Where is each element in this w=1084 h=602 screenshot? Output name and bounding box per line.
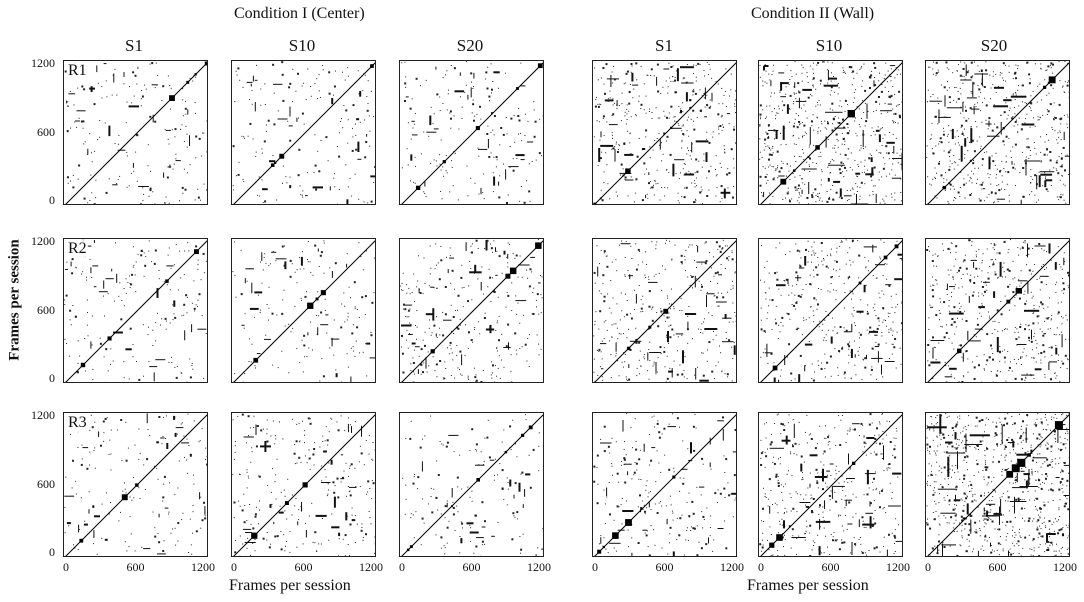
session-label: S20 (456, 36, 484, 55)
y-tick-label: 0 (49, 371, 55, 385)
x-tick-label: 1200 (527, 560, 551, 574)
x-tick-label: 0 (63, 560, 69, 574)
recurrence-plot (759, 61, 902, 204)
recurrence-plot (232, 61, 375, 204)
recurrence-plot (64, 239, 207, 382)
recurrence-plot-panel (758, 412, 903, 557)
x-tick-label: 0 (399, 560, 405, 574)
x-tick-label: 0 (592, 560, 598, 574)
y-axis-label: Frames per session (6, 239, 23, 361)
recurrence-plot (64, 413, 207, 556)
y-tick-label: 600 (37, 302, 55, 317)
session-label: S1 (655, 36, 673, 55)
recurrence-plot (926, 413, 1069, 556)
recurrence-plot (759, 413, 902, 556)
recurrence-plot-panel: R3 (63, 412, 208, 557)
recurrence-plot (232, 413, 375, 556)
x-tick-label: 600 (126, 560, 145, 574)
recurrence-plot-panel: R1 (63, 60, 208, 205)
x-tick-label: 0 (758, 560, 764, 574)
recurrence-plot (593, 413, 736, 556)
y-tick-label: 0 (49, 545, 55, 559)
recurrence-plot (401, 61, 543, 204)
x-tick-label: 600 (294, 560, 313, 574)
recurrence-plot-panel (592, 60, 737, 205)
x-tick-label: 0 (231, 560, 237, 574)
x-tick-label: 600 (821, 560, 840, 574)
session-label: S10 (288, 36, 316, 55)
x-axis-label-left: Frames per session (229, 577, 351, 594)
recurrence-plot-panel: R2 (63, 238, 208, 383)
recurrence-plot-panel (925, 238, 1070, 383)
recurrence-plot-panel (231, 238, 376, 383)
y-tick-label: 600 (37, 124, 55, 139)
row-label: R3 (67, 414, 88, 432)
recurrence-plot-panel (925, 412, 1070, 557)
recurrence-plot (760, 239, 902, 382)
recurrence-plot (593, 239, 736, 382)
row-label: R2 (67, 240, 88, 258)
session-label: S10 (815, 36, 843, 55)
recurrence-plot (401, 414, 543, 556)
recurrence-plot-panel (758, 60, 903, 205)
y-tick-label: 600 (37, 476, 55, 491)
session-label: S20 (980, 36, 1008, 55)
x-tick-label: 1200 (720, 560, 744, 574)
x-axis-label-right: Frames per session (747, 577, 869, 594)
recurrence-plot-panel (399, 412, 544, 557)
recurrence-plot-panel (399, 60, 544, 205)
recurrence-plot-panel (758, 238, 903, 383)
y-tick-label: 1200 (31, 56, 55, 70)
x-tick-label: 1200 (359, 560, 383, 574)
row-label: R1 (67, 62, 88, 80)
recurrence-plot-panel (399, 238, 544, 383)
x-tick-label: 600 (655, 560, 674, 574)
condition-title-1: Condition I (Center) (234, 5, 365, 22)
recurrence-plot (593, 61, 736, 204)
x-tick-label: 600 (988, 560, 1007, 574)
x-tick-label: 1200 (191, 560, 215, 574)
y-tick-label: 0 (49, 193, 55, 207)
x-tick-label: 0 (925, 560, 931, 574)
recurrence-plot (400, 239, 543, 382)
recurrence-plot-panel (592, 412, 737, 557)
recurrence-plot (64, 61, 207, 204)
recurrence-plot-panel (231, 412, 376, 557)
x-tick-label: 600 (462, 560, 481, 574)
recurrence-plot (926, 239, 1069, 382)
recurrence-plot-panel (231, 60, 376, 205)
x-tick-label: 1200 (886, 560, 910, 574)
condition-title-2: Condition II (Wall) (751, 5, 875, 22)
recurrence-plot-panel (925, 60, 1070, 205)
recurrence-plot-panel (592, 238, 737, 383)
y-tick-label: 1200 (31, 408, 55, 422)
recurrence-plot (926, 61, 1069, 204)
session-label: S1 (125, 36, 143, 55)
x-tick-label: 1200 (1053, 560, 1077, 574)
recurrence-plot (232, 240, 375, 382)
y-tick-label: 1200 (31, 234, 55, 248)
